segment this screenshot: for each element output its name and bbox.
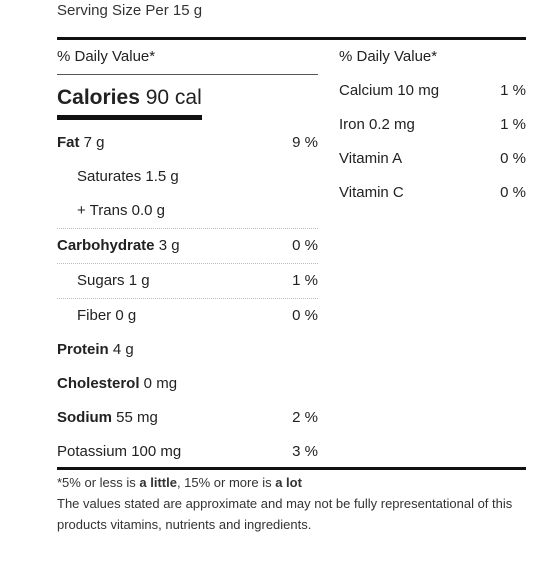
nutrient-row: Protein 4 g: [57, 333, 318, 367]
nutrient-name: Saturates 1.5 g: [57, 168, 179, 185]
nutrient-percent: 3 %: [292, 443, 318, 460]
nutrient-row: Sugars 1 g 1 %: [57, 263, 318, 298]
nutrient-amount: + Trans 0.0 g: [77, 202, 165, 219]
calories-value: 90 cal: [145, 86, 202, 109]
left-nutrient-list: Fat 7 g 9 % Saturates 1.5 g + Trans 0.0 g Ca…: [57, 126, 318, 469]
nutrition-right-column: % Daily Value* Calcium 10 mg 1 % Iron 0.2 …: [339, 40, 526, 210]
calories-label: Calories: [57, 86, 140, 109]
vitamin-row: Vitamin C 0 %: [339, 176, 526, 210]
calories-row: Calories 90 cal: [57, 83, 202, 120]
serving-size: Serving Size Per 15 g: [57, 2, 203, 19]
daily-value-header-right: % Daily Value*: [339, 48, 438, 65]
nutrient-amount: Potassium 100 mg: [57, 443, 182, 460]
nutrient-amount: 0 mg: [139, 375, 178, 392]
nutrient-name-bold: Cholesterol: [57, 375, 140, 392]
vitamin-percent: 0 %: [500, 184, 526, 201]
right-nutrient-list: Calcium 10 mg 1 % Iron 0.2 mg 1 % Vitamin A 0…: [339, 74, 526, 210]
footnote: *5% or less is a little, 15% or more is …: [57, 472, 526, 535]
nutrient-name-bold: Fat: [57, 134, 80, 151]
nutrient-amount: 55 mg: [112, 409, 158, 426]
vitamin-name: Vitamin A: [339, 150, 403, 167]
vitamin-percent: 1 %: [500, 116, 526, 133]
footnote-text: *5% or less is: [57, 475, 140, 490]
nutrient-name: Sugars 1 g: [57, 272, 150, 289]
top-divider: [57, 37, 526, 40]
footnote-scale: *5% or less is a little, 15% or more is …: [57, 472, 526, 493]
vitamin-row: Iron 0.2 mg 1 %: [339, 108, 526, 142]
nutrient-amount: Saturates 1.5 g: [77, 168, 179, 185]
nutrient-name: Sodium 55 mg: [57, 409, 158, 426]
vitamin-name: Calcium 10 mg: [339, 82, 440, 99]
nutrient-row: Cholesterol 0 mg: [57, 367, 318, 401]
vitamin-name: Iron 0.2 mg: [339, 116, 415, 133]
vitamin-row: Calcium 10 mg 1 %: [339, 74, 526, 108]
vitamin-percent: 1 %: [500, 82, 526, 99]
nutrient-row: Fiber 0 g 0 %: [57, 298, 318, 333]
nutrient-name: Fiber 0 g: [57, 307, 136, 324]
nutrient-name: Carbohydrate 3 g: [57, 237, 180, 254]
nutrient-percent: 2 %: [292, 409, 318, 426]
nutrient-amount: 4 g: [108, 341, 134, 358]
bottom-divider: [57, 467, 526, 470]
nutrient-percent: 9 %: [292, 134, 318, 151]
nutrient-amount: Sugars 1 g: [77, 272, 150, 289]
nutrient-name: Fat 7 g: [57, 134, 105, 151]
nutrient-row: Fat 7 g 9 %: [57, 126, 318, 160]
nutrient-name-bold: Protein: [57, 341, 109, 358]
nutrient-name: Potassium 100 mg: [57, 443, 181, 460]
nutrient-name-bold: Sodium: [57, 409, 112, 426]
daily-value-header-left: % Daily Value*: [57, 40, 318, 75]
nutrient-amount: 7 g: [79, 134, 105, 151]
nutrient-name-bold: Carbohydrate: [57, 237, 155, 254]
footnote-emph: a little: [139, 475, 177, 490]
nutrient-row: + Trans 0.0 g: [57, 194, 318, 228]
nutrient-percent: 0 %: [292, 237, 318, 254]
nutrient-row: Sodium 55 mg 2 %: [57, 401, 318, 435]
nutrient-row: Carbohydrate 3 g 0 %: [57, 228, 318, 263]
nutrient-amount: Fiber 0 g: [77, 307, 137, 324]
vitamin-row: Vitamin A 0 %: [339, 142, 526, 176]
footnote-emph: a lot: [275, 475, 302, 490]
nutrition-left-column: % Daily Value* Calories 90 cal Fat 7 g 9 …: [57, 40, 318, 469]
nutrient-amount: 3 g: [154, 237, 180, 254]
nutrient-percent: 1 %: [292, 272, 318, 289]
footnote-text: , 15% or more is: [176, 475, 276, 490]
vitamin-name: Vitamin C: [339, 184, 404, 201]
nutrient-name: Cholesterol 0 mg: [57, 375, 177, 392]
vitamin-percent: 0 %: [500, 150, 526, 167]
footnote-disclaimer: The values stated are approximate and ma…: [57, 496, 513, 532]
nutrient-name: + Trans 0.0 g: [57, 202, 165, 219]
nutrient-row: Saturates 1.5 g: [57, 160, 318, 194]
nutrient-name: Protein 4 g: [57, 341, 134, 358]
nutrient-percent: 0 %: [292, 307, 318, 324]
nutrient-row: Potassium 100 mg 3 %: [57, 435, 318, 469]
